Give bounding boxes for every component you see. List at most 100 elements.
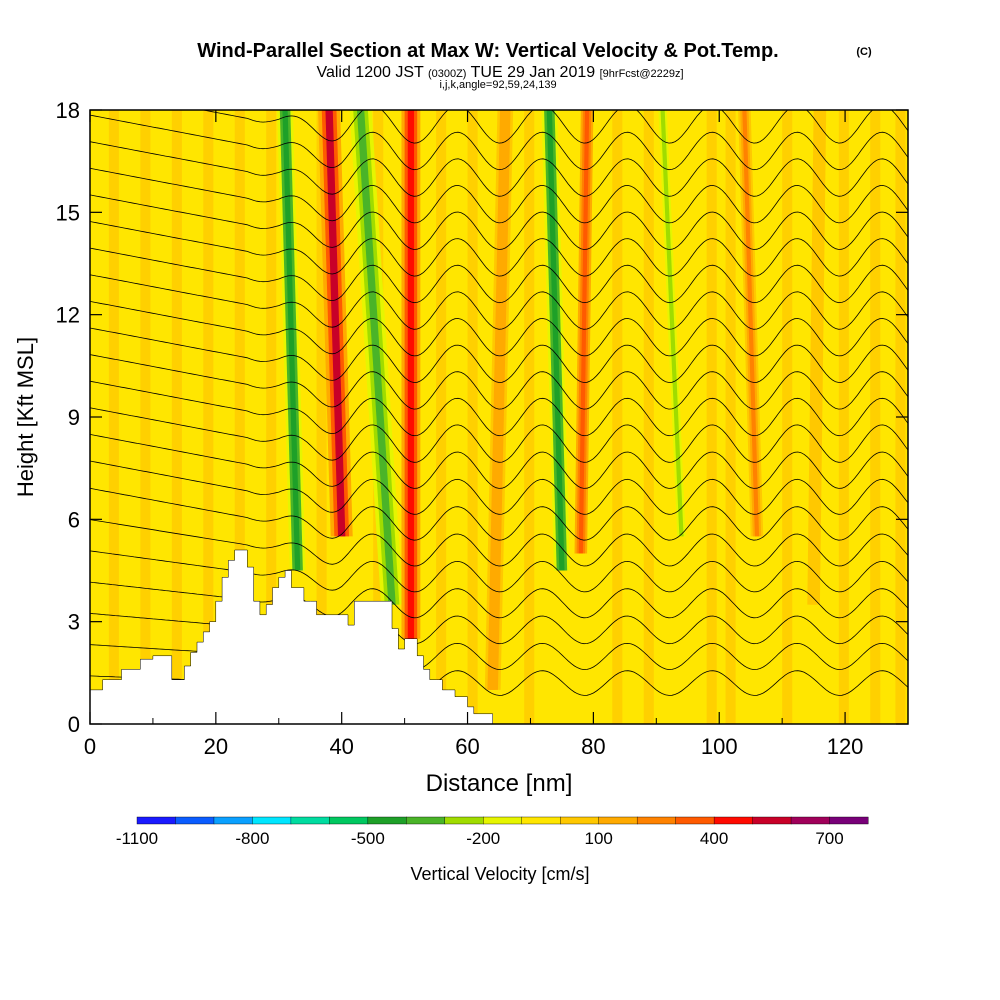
theta-contour <box>90 167 908 224</box>
colorbar-tick-label: -800 <box>235 829 269 848</box>
x-tick-label: 80 <box>581 734 605 759</box>
velocity-band <box>578 110 590 554</box>
colorbar-swatch <box>252 816 292 825</box>
colorbar-tick-label: 700 <box>815 829 843 848</box>
theta-contour <box>201 110 908 144</box>
theta-contour <box>90 519 908 567</box>
x-axis: 0 20 40 60 80 100 120 <box>84 110 909 759</box>
weak-updraft-streak <box>108 110 119 724</box>
weak-updraft-streak <box>171 110 182 724</box>
colorbar-tick-label: 400 <box>700 829 728 848</box>
colorbar-swatch <box>367 816 407 825</box>
theta-contour <box>90 550 908 593</box>
colorbar-swatch <box>598 816 638 825</box>
colorbar-swatch <box>290 816 330 825</box>
theta-contour <box>90 380 908 437</box>
weak-updraft-streak <box>838 110 849 724</box>
colorbar-swatch <box>175 816 215 825</box>
subtitle-utc: (0300Z) <box>428 68 467 80</box>
y-tick-label: 18 <box>56 98 80 123</box>
colorbar-swatch <box>790 816 831 825</box>
chart-title: Wind-Parallel Section at Max W: Vertical… <box>197 40 778 62</box>
theta-contour <box>90 460 908 515</box>
y-tick-label: 3 <box>68 610 80 635</box>
weak-updraft-streak <box>870 110 881 724</box>
weak-updraft-streak <box>524 110 535 724</box>
x-tick-label: 40 <box>329 734 353 759</box>
weak-updraft-streak <box>140 110 151 724</box>
colorbar-swatch <box>406 816 446 825</box>
velocity-band <box>811 110 823 605</box>
x-tick-label: 60 <box>455 734 479 759</box>
theta-contour <box>90 194 908 250</box>
colorbar-tick-label: 100 <box>584 829 612 848</box>
weak-updraft-streak <box>316 110 327 724</box>
weak-updraft-streak <box>266 110 277 724</box>
weak-updraft-streak <box>725 110 736 724</box>
colorbar-swatch <box>483 816 523 825</box>
y-tick-label: 9 <box>68 405 80 430</box>
colorbar-swatch <box>213 816 253 825</box>
y-tick-label: 6 <box>68 507 80 532</box>
velocity-band <box>742 110 760 537</box>
colorbar-swatch <box>713 816 754 825</box>
velocity-band <box>546 110 565 571</box>
theta-contour <box>90 301 908 357</box>
chart-subtitle: Valid 1200 JST (0300Z) TUE 29 Jan 2019 [… <box>316 64 683 81</box>
colorbar-swatch <box>329 816 369 825</box>
colorbar-label: Vertical Velocity [cm/s] <box>410 864 589 884</box>
plot-area <box>90 110 908 724</box>
theta-contour <box>90 247 908 304</box>
velocity-band <box>356 110 396 605</box>
velocity-band <box>660 110 684 537</box>
colorbar-tick-label: -500 <box>351 829 385 848</box>
colorbar: -1100 -800 -500 -200 100 400 700 <box>116 816 869 848</box>
velocity-band <box>407 110 415 639</box>
colorbar-swatch <box>136 816 176 825</box>
weak-updraft-streak <box>782 110 793 724</box>
theta-contours <box>90 110 908 696</box>
theta-contour <box>90 487 908 541</box>
terrain <box>90 549 499 724</box>
chart-title-units: (C) <box>856 46 872 58</box>
x-tick-label: 100 <box>701 734 738 759</box>
x-tick-label: 20 <box>204 734 228 759</box>
x-tick-label: 120 <box>827 734 864 759</box>
x-tick-label: 0 <box>84 734 96 759</box>
y-axis: 0 3 6 9 12 15 18 <box>56 98 908 737</box>
theta-contour <box>90 407 908 463</box>
subtitle-forecast: [9hrFcst@2229z] <box>600 68 684 80</box>
section-info: i,j,k,angle=92,59,24,139 <box>439 79 556 91</box>
theta-contour <box>90 327 908 383</box>
subtitle-valid: Valid 1200 JST <box>316 64 424 81</box>
y-axis-label: Height [Kft MSL] <box>13 337 38 497</box>
velocity-band <box>282 110 301 571</box>
colorbar-swatch <box>521 816 561 825</box>
colorbar-swatch <box>636 816 677 825</box>
weak-updraft-streak <box>467 110 478 724</box>
theta-contour <box>90 114 908 171</box>
velocity-band <box>490 110 508 690</box>
subtitle-date: TUE 29 Jan 2019 <box>471 64 596 81</box>
theta-contour <box>90 274 908 330</box>
theta-contour <box>90 221 908 277</box>
y-tick-label: 0 <box>68 712 80 737</box>
theta-contour <box>90 434 908 489</box>
weak-updraft-streak <box>203 110 214 724</box>
colorbar-tick-label: -1100 <box>116 829 158 848</box>
weak-updraft-streak <box>436 110 447 724</box>
theta-contour <box>90 141 908 197</box>
colorbar-swatch <box>560 816 600 825</box>
weak-updraft-streak <box>234 110 245 724</box>
x-axis-label: Distance [nm] <box>426 770 573 797</box>
weak-updraft-streak <box>706 110 717 724</box>
colorbar-tick-label: -200 <box>466 829 500 848</box>
y-tick-label: 12 <box>56 303 80 328</box>
colorbar-swatch <box>444 816 484 825</box>
y-tick-label: 15 <box>56 200 80 225</box>
colorbar-swatch <box>752 816 792 825</box>
weak-updraft-streak <box>612 110 623 724</box>
colorbar-swatch <box>829 816 869 825</box>
colorbar-swatch <box>675 816 715 825</box>
